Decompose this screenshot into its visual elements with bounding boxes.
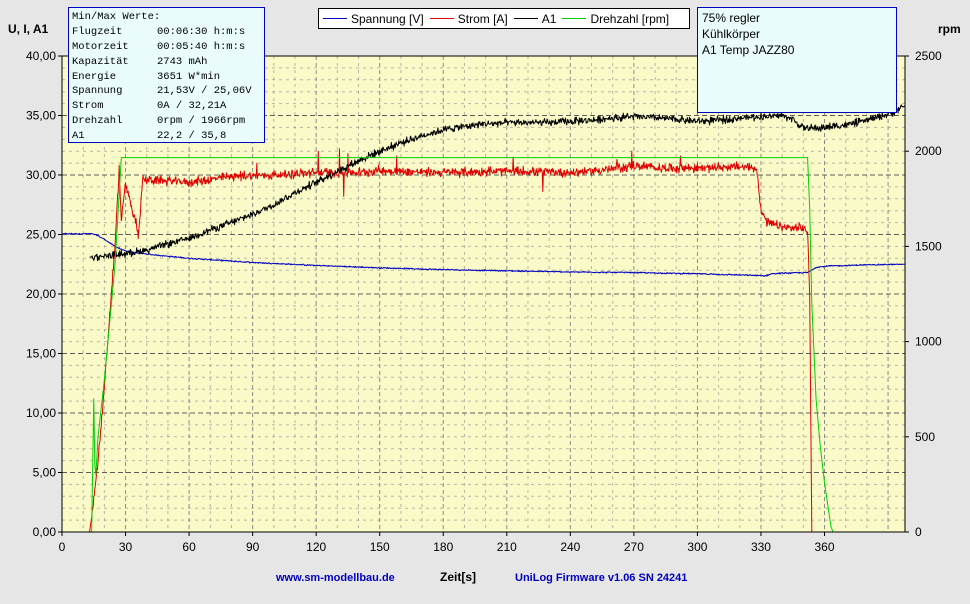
y-tick-label: 35,00: [26, 109, 56, 123]
x-tick-label: 150: [370, 540, 390, 554]
legend-label: Spannung [V]: [351, 11, 424, 26]
x-tick-label: 210: [497, 540, 517, 554]
legend-swatch: [562, 18, 587, 19]
series-line-3: [89, 157, 836, 533]
x-tick-label: 60: [182, 540, 196, 554]
stats-value: 0rpm / 1966rpm: [157, 115, 246, 128]
stats-row: Motorzeit 00:05:40 h:m:s: [72, 40, 261, 55]
x-tick-label: 240: [560, 540, 580, 554]
x-tick-label: 120: [306, 540, 326, 554]
y-tick-label: 10,00: [26, 406, 56, 420]
note-box: 75% regler Kühlkörper A1 Temp JAZZ80: [697, 7, 897, 113]
y-axis-title-right: rpm: [938, 22, 961, 36]
legend-item: A1: [513, 11, 557, 26]
stats-row: Kapazität 2743 mAh: [72, 55, 261, 70]
legend-item: Spannung [V]: [323, 12, 424, 26]
y-tick-label: 20,00: [26, 287, 56, 301]
y-tick-label: 5,00: [33, 466, 57, 480]
x-tick-label: 360: [814, 540, 834, 554]
legend: Spannung [V] Strom [A] A1 Drehzahl [rpm]: [318, 8, 690, 29]
y-tick-label: 40,00: [26, 49, 56, 63]
stats-value: 21,53V / 25,06V: [157, 85, 252, 98]
note-line: Kühlkörper: [702, 27, 761, 41]
firmware-label: UniLog Firmware v1.06 SN 24241: [515, 572, 688, 584]
stats-value: 00:05:40 h:m:s: [157, 40, 246, 53]
y-tick-label: 0,00: [33, 525, 57, 539]
legend-item: Drehzahl [rpm]: [562, 12, 669, 26]
note-line: A1 Temp JAZZ80: [702, 43, 795, 57]
x-tick-label: 330: [751, 540, 771, 554]
y-axis-title-left: U, I, A1: [8, 22, 49, 36]
stats-label: Drehzahl: [72, 115, 123, 128]
y2-tick-label: 2500: [915, 49, 942, 63]
minmax-stats-box: Min/Max Werte: Flugzeit 00:06:30 h:m:s Mot…: [68, 7, 265, 143]
stats-value: 0A / 32,21A: [157, 100, 227, 113]
y2-tick-label: 1000: [915, 335, 942, 349]
stats-row: Spannung 21,53V / 25,06V: [72, 84, 261, 99]
stats-row: Strom 0A / 32,21A: [72, 99, 261, 114]
y-tick-label: 25,00: [26, 228, 56, 242]
stats-row: Flugzeit 00:06:30 h:m:s: [72, 25, 261, 40]
stats-row: A1 22,2 / 35,8: [72, 129, 261, 144]
y-axis-left: 0,00 5,00 10,00 15,00 20,00 25,00 30,00 35,00 40…: [26, 49, 62, 539]
y2-tick-label: 0: [915, 525, 922, 539]
x-tick-label: 270: [624, 540, 644, 554]
legend-label: A1: [541, 11, 557, 26]
y2-tick-label: 1500: [915, 239, 942, 253]
legend-swatch: [513, 18, 538, 19]
stats-label: Spannung: [72, 85, 123, 98]
stats-label: Strom: [72, 100, 104, 113]
series-line-0: [62, 232, 906, 277]
x-axis-title: Zeit[s]: [440, 570, 476, 584]
stats-label: A1: [72, 130, 85, 143]
series-line-1: [89, 148, 813, 533]
stats-label: Energie: [72, 70, 117, 83]
stats-row: Drehzahl 0rpm / 1966rpm: [72, 114, 261, 129]
legend-swatch: [429, 18, 454, 19]
stats-label: Kapazität: [72, 55, 129, 68]
legend-item: Strom [A]: [429, 11, 508, 26]
x-tick-label: 90: [246, 540, 260, 554]
y2-tick-label: 500: [915, 430, 935, 444]
legend-swatch: [323, 18, 347, 19]
stats-row: Energie 3651 W*min: [72, 70, 261, 85]
website-label: www.sm-modellbau.de: [276, 572, 395, 584]
y-tick-label: 30,00: [26, 168, 56, 182]
y-tick-label: 15,00: [26, 347, 56, 361]
stats-value: 22,2 / 35,8: [157, 130, 227, 143]
series-group: [62, 104, 906, 533]
x-tick-label: 180: [433, 540, 453, 554]
x-tick-label: 0: [59, 540, 66, 554]
legend-label: Strom [A]: [457, 11, 508, 26]
stats-value: 00:06:30 h:m:s: [157, 25, 246, 38]
y-axis-right: 0 500 1000 1500 2000 2500: [905, 49, 942, 539]
legend-label: Drehzahl [rpm]: [590, 11, 670, 26]
stats-value: 3651 W*min: [157, 70, 221, 83]
x-tick-label: 300: [687, 540, 707, 554]
y2-tick-label: 2000: [915, 144, 942, 158]
note-line: 75% regler: [702, 11, 761, 25]
stats-label: Motorzeit: [72, 40, 129, 53]
series-line-2: [89, 104, 906, 262]
stats-value: 2743 mAh: [157, 55, 208, 68]
x-tick-label: 30: [119, 540, 133, 554]
stats-label: Flugzeit: [72, 25, 123, 38]
x-axis: 0 30 60 90 120 150 180 210 240 270 300 330 360: [59, 532, 835, 554]
stats-title: Min/Max Werte:: [72, 11, 161, 23]
